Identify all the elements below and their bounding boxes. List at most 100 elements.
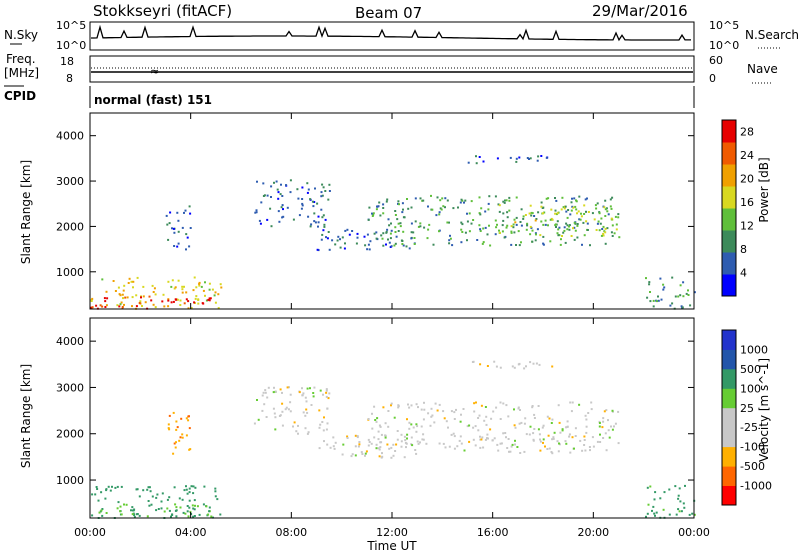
data-cell [170,285,173,288]
data-cell [202,289,205,292]
data-cell [561,235,563,237]
data-cell [452,207,455,210]
data-cell [604,215,607,217]
data-cell [544,445,546,448]
data-cell [472,219,475,221]
data-cell [305,408,308,411]
data-cell [286,206,289,209]
data-cell [281,391,283,394]
data-cell [266,218,269,221]
data-cell [188,205,191,208]
data-cell [509,156,512,159]
data-cell [334,441,337,444]
data-cell [314,187,316,190]
data-cell [617,216,620,219]
data-cell [318,426,321,429]
colorbar-swatch [722,485,736,506]
data-cell [400,239,403,242]
x-tick-label: 00:00 [678,526,710,539]
data-cell [499,401,502,404]
data-cell [187,515,190,518]
data-cell [392,443,395,446]
data-cell [372,214,375,216]
colorbar-swatch [722,252,736,275]
data-cell [581,449,584,452]
data-cell [494,219,497,222]
data-cell [654,514,656,517]
data-cell [399,222,402,225]
data-cell [327,397,330,400]
data-cell [214,487,217,490]
data-cell [194,486,197,489]
data-cell [599,222,602,225]
data-cell [117,286,120,289]
data-cell [554,212,557,215]
data-cell [119,510,122,513]
data-cell [668,513,671,516]
data-cell [538,363,541,366]
data-cell [328,248,331,251]
x-axis-label: Time UT [366,539,417,553]
data-cell [356,232,359,235]
data-cell [266,194,269,197]
data-cell [126,296,129,299]
data-cell [472,438,475,441]
data-cell [583,435,586,438]
data-cell [479,228,482,231]
data-cell [382,232,385,235]
data-cell [105,512,108,514]
data-cell [598,425,601,428]
data-cell [217,293,220,296]
data-cell [178,497,181,500]
data-cell [210,515,213,518]
data-cell [501,224,504,227]
data-cell [440,208,443,211]
data-cell [531,240,534,243]
data-cell [208,282,211,285]
data-cell [175,298,178,301]
data-cell [421,438,424,441]
data-cell [259,222,262,225]
data-cell [307,188,310,191]
data-cell [377,430,380,433]
y-tick-label: 3000 [56,175,84,188]
data-cell [537,428,540,431]
data-cell [154,293,157,296]
data-cell [561,429,564,432]
data-cell [155,509,158,512]
data-cell [105,304,108,307]
data-cell [266,396,269,399]
colorbar-swatch [722,368,736,389]
data-cell [519,221,522,223]
data-cell [208,299,211,302]
data-cell [289,410,292,413]
data-cell [607,429,610,432]
data-cell [558,421,561,424]
data-cell [155,496,158,499]
data-cell [432,243,435,246]
colorbar-tick-label: 24 [740,149,754,162]
data-cell [514,439,516,442]
data-cell [458,439,461,442]
data-cell [602,232,605,235]
data-cell [172,300,175,303]
data-cell [177,219,180,222]
data-cell [167,238,170,241]
data-cell [567,209,570,211]
data-cell [368,441,371,443]
data-cell [652,299,655,302]
data-cell [417,406,419,409]
data-cell [528,433,531,436]
noise-right-tick-top: 10^5 [709,19,739,32]
data-cell [510,230,513,233]
data-cell [321,421,324,423]
data-cell [499,231,501,234]
data-cell [502,219,505,222]
data-cell [560,208,563,211]
data-cell [378,455,381,458]
data-cell [415,403,418,406]
data-cell [174,446,177,449]
data-cell [517,230,520,233]
data-cell [529,361,532,364]
data-cell [674,295,677,298]
